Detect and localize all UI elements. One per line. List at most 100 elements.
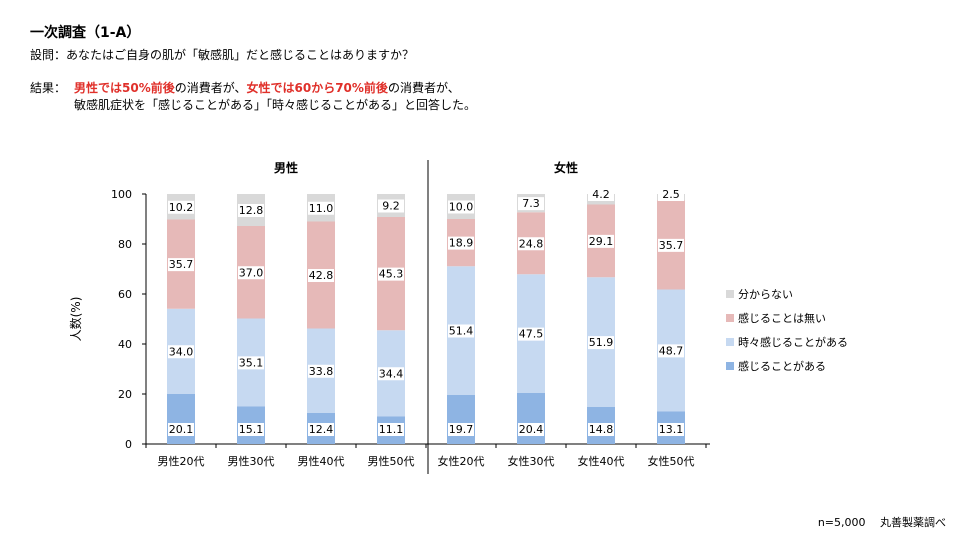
data-label-bg bbox=[588, 188, 614, 201]
data-label: 9.2 bbox=[382, 200, 400, 213]
data-label-bg bbox=[378, 199, 404, 213]
data-label: 24.8 bbox=[519, 237, 544, 250]
data-label: 35.1 bbox=[239, 356, 264, 369]
data-label: 37.0 bbox=[239, 266, 264, 279]
data-label-bg bbox=[448, 200, 474, 214]
data-label-bg bbox=[308, 423, 334, 436]
data-label: 10.0 bbox=[449, 201, 474, 214]
data-label: 29.1 bbox=[589, 235, 614, 248]
data-label-bg bbox=[238, 204, 264, 217]
y-tick-label: 60 bbox=[118, 288, 132, 301]
data-label: 13.1 bbox=[659, 423, 684, 436]
data-label-bg bbox=[658, 344, 684, 358]
result-summary: 結果： 男性では50%前後の消費者が、女性では60から70%前後の消費者が、 敏感… bbox=[30, 80, 476, 114]
result-highlight-female: 女性では60から70%前後 bbox=[246, 81, 388, 95]
data-label-bg bbox=[448, 423, 474, 436]
x-tick-label: 男性50代 bbox=[368, 454, 415, 468]
data-label: 11.1 bbox=[379, 423, 404, 436]
data-label-bg bbox=[238, 266, 264, 280]
data-label: 48.7 bbox=[659, 344, 684, 357]
data-label: 45.3 bbox=[379, 268, 404, 281]
x-tick-label: 女性20代 bbox=[438, 454, 485, 468]
y-tick-label: 100 bbox=[111, 188, 132, 201]
legend-label: 時々感じることがある bbox=[738, 335, 848, 349]
data-label: 20.4 bbox=[519, 423, 544, 436]
legend-label: 分からない bbox=[738, 288, 793, 301]
data-label: 10.2 bbox=[169, 201, 194, 214]
result-line-2: 敏感肌症状を「感じることがある」「時々感じることがある」と回答した。 bbox=[74, 98, 477, 112]
data-label-bg bbox=[518, 327, 544, 341]
result-highlight-male: 男性では50%前後 bbox=[74, 81, 175, 95]
data-label-bg bbox=[448, 324, 474, 338]
result-line-1: 結果： 男性では50%前後の消費者が、女性では60から70%前後の消費者が、 bbox=[30, 80, 476, 97]
x-tick-label: 男性20代 bbox=[158, 454, 205, 468]
data-label: 34.4 bbox=[379, 367, 404, 380]
data-label-bg bbox=[238, 356, 264, 370]
data-label-bg bbox=[168, 200, 194, 214]
data-label-bg bbox=[658, 238, 684, 252]
legend-swatch bbox=[726, 362, 734, 370]
x-tick-label: 女性50代 bbox=[648, 454, 695, 468]
data-label: 15.1 bbox=[239, 423, 264, 436]
data-label-bg bbox=[308, 201, 334, 215]
data-label-bg bbox=[588, 336, 614, 350]
data-label: 12.8 bbox=[239, 204, 264, 217]
legend-label: 感じることは無い bbox=[738, 311, 826, 325]
result-text-female: の消費者が、 bbox=[387, 81, 460, 95]
data-label: 51.4 bbox=[449, 325, 474, 338]
data-label: 42.8 bbox=[309, 269, 334, 282]
result-text-male: の消費者が、 bbox=[174, 81, 247, 95]
data-label-bg bbox=[588, 423, 614, 436]
data-label: 11.0 bbox=[309, 202, 334, 215]
data-label: 35.7 bbox=[169, 258, 194, 271]
legend-swatch bbox=[726, 338, 734, 346]
data-label-bg bbox=[378, 267, 404, 281]
page-title: 一次調査（1-A） bbox=[30, 25, 141, 41]
group-label-female: 女性 bbox=[554, 160, 578, 175]
legend-label: 感じることがある bbox=[738, 359, 826, 373]
x-tick-label: 女性40代 bbox=[578, 454, 625, 468]
data-label: 2.5 bbox=[662, 188, 680, 201]
x-tick-label: 女性30代 bbox=[508, 454, 555, 468]
bar-segment bbox=[517, 393, 545, 444]
data-label: 34.0 bbox=[169, 345, 194, 358]
y-tick-label: 20 bbox=[118, 388, 132, 401]
result-prefix: 結果： bbox=[30, 81, 67, 95]
y-axis-label: 人数(%) bbox=[68, 297, 83, 342]
data-label: 12.4 bbox=[309, 423, 334, 436]
data-label: 4.2 bbox=[592, 188, 610, 201]
x-tick-label: 男性40代 bbox=[298, 454, 345, 468]
data-label: 18.9 bbox=[449, 237, 474, 250]
bar-segment bbox=[167, 393, 195, 444]
data-label-bg bbox=[448, 236, 474, 250]
data-label-bg bbox=[168, 345, 194, 359]
survey-question: 設問：あなたはご自身の肌が「敏感肌」だと感じることはありますか？ bbox=[30, 48, 415, 62]
data-label-bg bbox=[518, 423, 544, 436]
data-label: 20.1 bbox=[169, 423, 194, 436]
data-label-bg bbox=[238, 423, 264, 436]
data-label-bg bbox=[658, 188, 684, 201]
data-label: 7.3 bbox=[522, 197, 540, 210]
legend-swatch bbox=[726, 314, 734, 322]
data-label-bg bbox=[518, 197, 544, 211]
data-label-bg bbox=[168, 258, 194, 272]
y-tick-label: 40 bbox=[118, 338, 132, 351]
footer-note: n=5,000 丸善製薬調べ bbox=[817, 516, 946, 529]
data-label: 51.9 bbox=[589, 336, 614, 349]
data-label-bg bbox=[308, 269, 334, 282]
data-label-bg bbox=[588, 234, 614, 248]
bar-segment bbox=[447, 394, 475, 444]
data-label: 19.7 bbox=[449, 423, 474, 436]
data-label: 14.8 bbox=[589, 423, 614, 436]
data-label: 33.8 bbox=[309, 365, 334, 378]
y-tick-label: 0 bbox=[125, 438, 132, 451]
data-label-bg bbox=[658, 423, 684, 436]
data-label: 47.5 bbox=[519, 328, 544, 341]
data-label-bg bbox=[308, 364, 334, 378]
data-label: 35.7 bbox=[659, 239, 684, 252]
legend-swatch bbox=[726, 290, 734, 298]
data-label-bg bbox=[378, 423, 404, 436]
y-tick-label: 80 bbox=[118, 238, 132, 251]
data-label-bg bbox=[378, 367, 404, 381]
